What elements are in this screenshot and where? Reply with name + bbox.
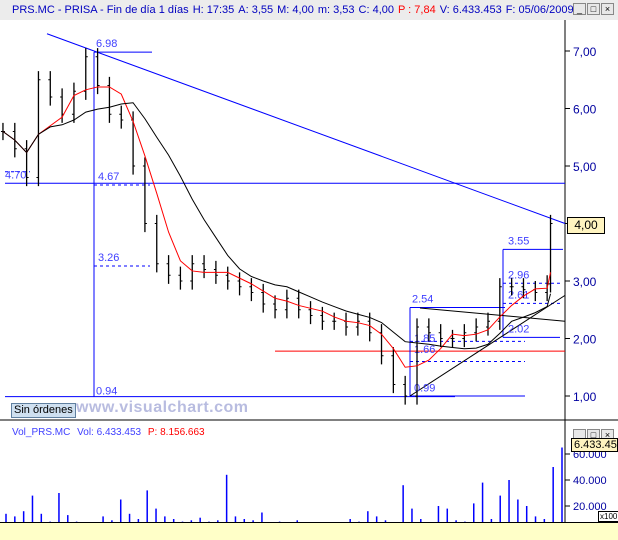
title-open: A: 3,55 [238,4,274,16]
title-low: m: 3,53 [317,4,355,16]
maximize-button[interactable]: □ [587,3,600,15]
title-high: M: 4,00 [277,4,314,16]
volume-tick-label: 60.000 [573,449,607,461]
y-tick-label: 7,00 [573,45,597,59]
channel-top [419,307,566,322]
title-volume: V: 6.433.453 [439,4,502,16]
annotation-label: 4.67 [98,171,119,183]
y-tick-label: 5,00 [573,160,597,174]
volume-tick-label: 40.000 [573,475,607,487]
volume-tick-label: 20.000 [573,501,607,513]
current-price-label: 4,00 [567,217,605,234]
close-button[interactable]: × [601,3,614,15]
volume-name: Vol_PRS.MC [12,427,71,438]
window-title-bar: PRS.MC - PRISA - Fin de día 1 días H: 17… [0,0,618,20]
volume-scale-label: x100 [598,511,618,522]
annotation-label: 3.26 [98,252,119,264]
y-tick-label: 6,00 [573,103,597,117]
channel-bottom [409,294,566,397]
annotation-label: 2.54 [412,293,433,305]
y-tick-label: 1,00 [573,390,597,404]
annotation-label: 0.94 [96,385,117,397]
current-volume-label: 6.433.453 [571,438,618,452]
annotation-label: 0.99 [414,383,435,395]
title-hour: H: 17:35 [192,4,235,16]
title-change: P : 7,84 [397,4,436,16]
annotation-label: 6.98 [96,38,117,50]
minimize-button[interactable]: _ [573,3,586,15]
y-tick-label: 2,00 [573,333,597,347]
annotation-label: 3.55 [508,235,529,247]
title-close: C: 4,00 [358,4,394,16]
volume-header: Vol_PRS.MC Vol: 6.433.453 P: 8.156.663 [12,427,209,438]
moving-average-slow [2,102,552,350]
annotation-label: 2.02 [508,323,529,335]
y-tick-label: 3,00 [573,275,597,289]
moving-average-fast [2,86,552,368]
volume-value: Vol: 6.433.453 [77,427,142,438]
title-symbol: PRS.MC - PRISA - Fin de día 1 días [12,4,189,16]
time-axis [0,522,618,540]
annotation-label: 1.66 [414,344,435,356]
title-date: F: 05/06/2009 [505,4,574,16]
watermark: www.visualchart.com [76,399,249,416]
volume-p: P: 8.156.663 [147,427,205,438]
annotation-label: 1.85 [414,333,435,345]
sin-ordenes-button[interactable]: Sin órdenes [11,403,76,418]
price-chart[interactable]: 1,002,003,004,005,006,007,00AgoSepOctNov… [0,20,618,540]
annotation-label: 4.70 [5,169,26,181]
trendline [46,33,566,224]
